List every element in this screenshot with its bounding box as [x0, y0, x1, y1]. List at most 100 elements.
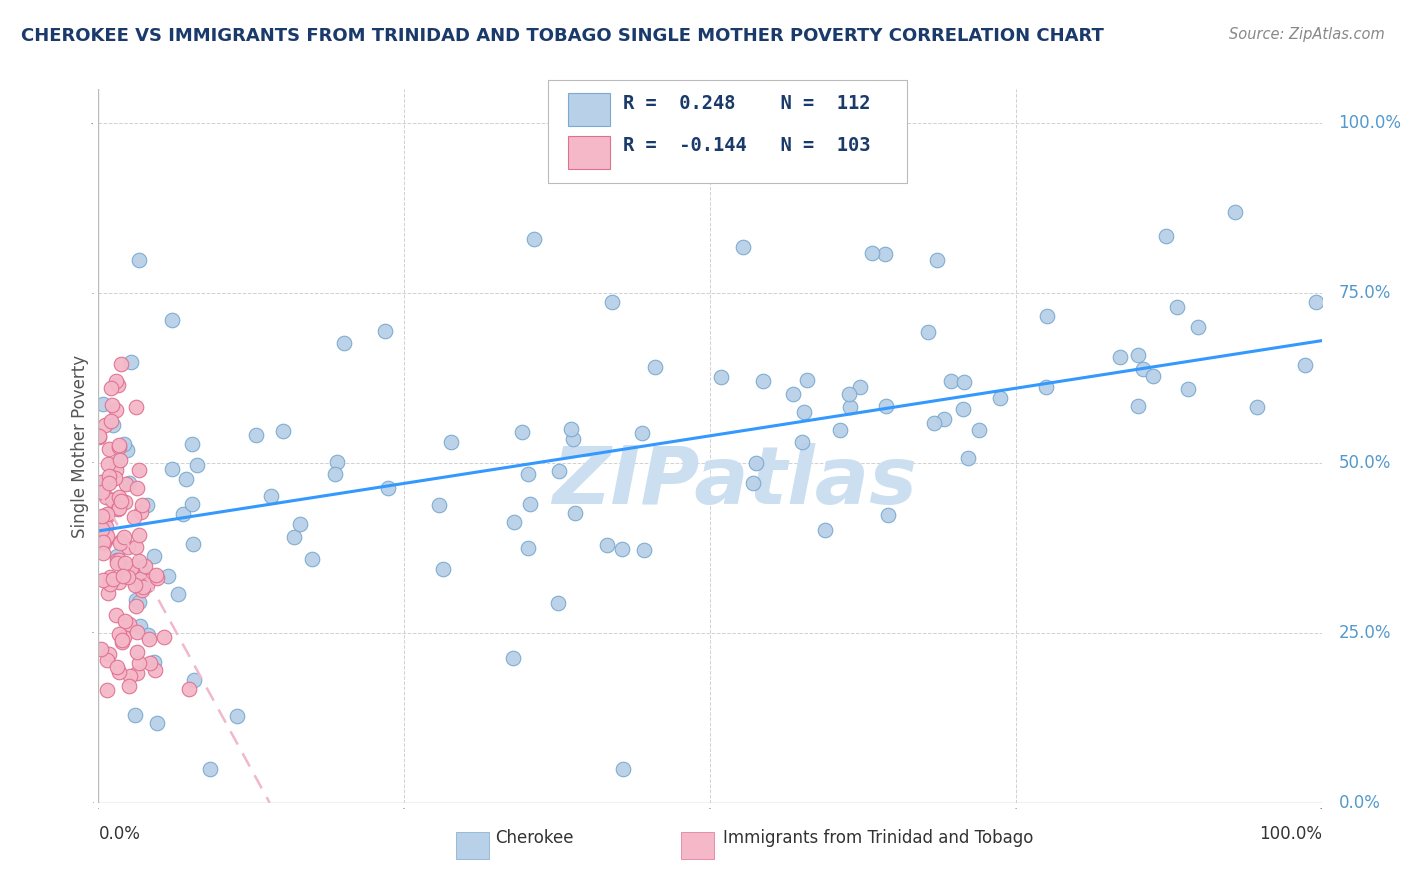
Point: [100, 492, 122, 507]
Point: [96, 507, 118, 521]
Point: [326, 455, 349, 469]
Point: [1156, 228, 1178, 243]
Point: [301, 551, 323, 566]
Point: [96, 653, 118, 667]
Point: [93, 417, 115, 432]
Point: [288, 517, 311, 532]
Point: [124, 509, 146, 524]
Point: [96, 509, 118, 524]
Point: [108, 575, 131, 590]
Point: [1177, 383, 1199, 397]
Point: [112, 558, 135, 573]
Point: [849, 379, 872, 393]
Point: [875, 400, 897, 414]
Point: [118, 679, 141, 693]
Point: [100, 414, 122, 428]
Point: [180, 437, 202, 451]
Point: [107, 501, 129, 516]
Point: [124, 577, 146, 591]
Point: [111, 635, 134, 649]
Point: [782, 387, 804, 401]
Point: [91, 573, 114, 587]
Point: [145, 663, 167, 677]
Point: [120, 355, 142, 369]
Point: [112, 437, 135, 451]
Point: [174, 472, 197, 486]
Point: [181, 497, 204, 511]
Text: Immigrants from Trinidad and Tobago: Immigrants from Trinidad and Tobago: [723, 830, 1033, 847]
Point: [128, 619, 150, 633]
Point: [98, 468, 121, 483]
Point: [111, 632, 134, 647]
Point: [94, 532, 117, 546]
Point: [134, 559, 156, 574]
Point: [93, 535, 115, 549]
Point: [153, 630, 176, 644]
Point: [105, 553, 128, 567]
Point: [838, 387, 860, 401]
Point: [860, 246, 883, 260]
Point: [128, 595, 150, 609]
Point: [260, 489, 283, 503]
Point: [118, 475, 141, 490]
Point: [125, 400, 148, 414]
Point: [87, 429, 110, 443]
Point: [741, 476, 763, 491]
Point: [167, 587, 190, 601]
Point: [131, 506, 153, 520]
Point: [125, 599, 148, 614]
Point: [89, 430, 111, 444]
Point: [107, 440, 129, 454]
Point: [200, 762, 222, 776]
Point: [547, 596, 569, 610]
Point: [333, 335, 356, 350]
Point: [108, 627, 131, 641]
Point: [630, 426, 652, 441]
Point: [562, 432, 585, 446]
Point: [877, 508, 900, 522]
Point: [104, 471, 127, 485]
Point: [129, 561, 152, 575]
Point: [941, 374, 963, 388]
Text: CHEROKEE VS IMMIGRANTS FROM TRINIDAD AND TOBAGO SINGLE MOTHER POVERTY CORRELATIO: CHEROKEE VS IMMIGRANTS FROM TRINIDAD AND…: [21, 27, 1104, 45]
Point: [118, 617, 141, 632]
Point: [112, 569, 135, 583]
Point: [105, 608, 128, 623]
Point: [917, 325, 939, 339]
Point: [110, 533, 132, 548]
Point: [101, 493, 124, 508]
Point: [956, 450, 979, 465]
Point: [120, 560, 142, 574]
Point: [596, 538, 619, 552]
Point: [115, 443, 138, 458]
Point: [927, 253, 949, 268]
Point: [1223, 205, 1246, 219]
Point: [160, 461, 183, 475]
Point: [432, 562, 454, 576]
Point: [138, 628, 160, 642]
Point: [967, 423, 990, 437]
Point: [91, 535, 114, 549]
Point: [98, 570, 121, 584]
Text: R =  -0.144   N =  103: R = -0.144 N = 103: [623, 136, 870, 154]
Point: [839, 400, 862, 414]
Point: [91, 533, 114, 547]
Text: Cherokee: Cherokee: [495, 830, 574, 847]
Point: [183, 673, 205, 687]
Point: [145, 568, 167, 582]
Point: [560, 422, 582, 436]
Point: [108, 665, 131, 680]
Point: [932, 412, 955, 426]
Point: [118, 669, 141, 683]
Point: [101, 572, 124, 586]
Point: [440, 435, 463, 450]
Point: [139, 656, 162, 670]
Point: [245, 427, 267, 442]
Point: [226, 708, 249, 723]
Point: [814, 523, 837, 537]
Point: [952, 375, 974, 389]
Point: [181, 537, 204, 551]
Point: [745, 457, 768, 471]
Point: [100, 398, 122, 412]
Point: [517, 541, 540, 555]
